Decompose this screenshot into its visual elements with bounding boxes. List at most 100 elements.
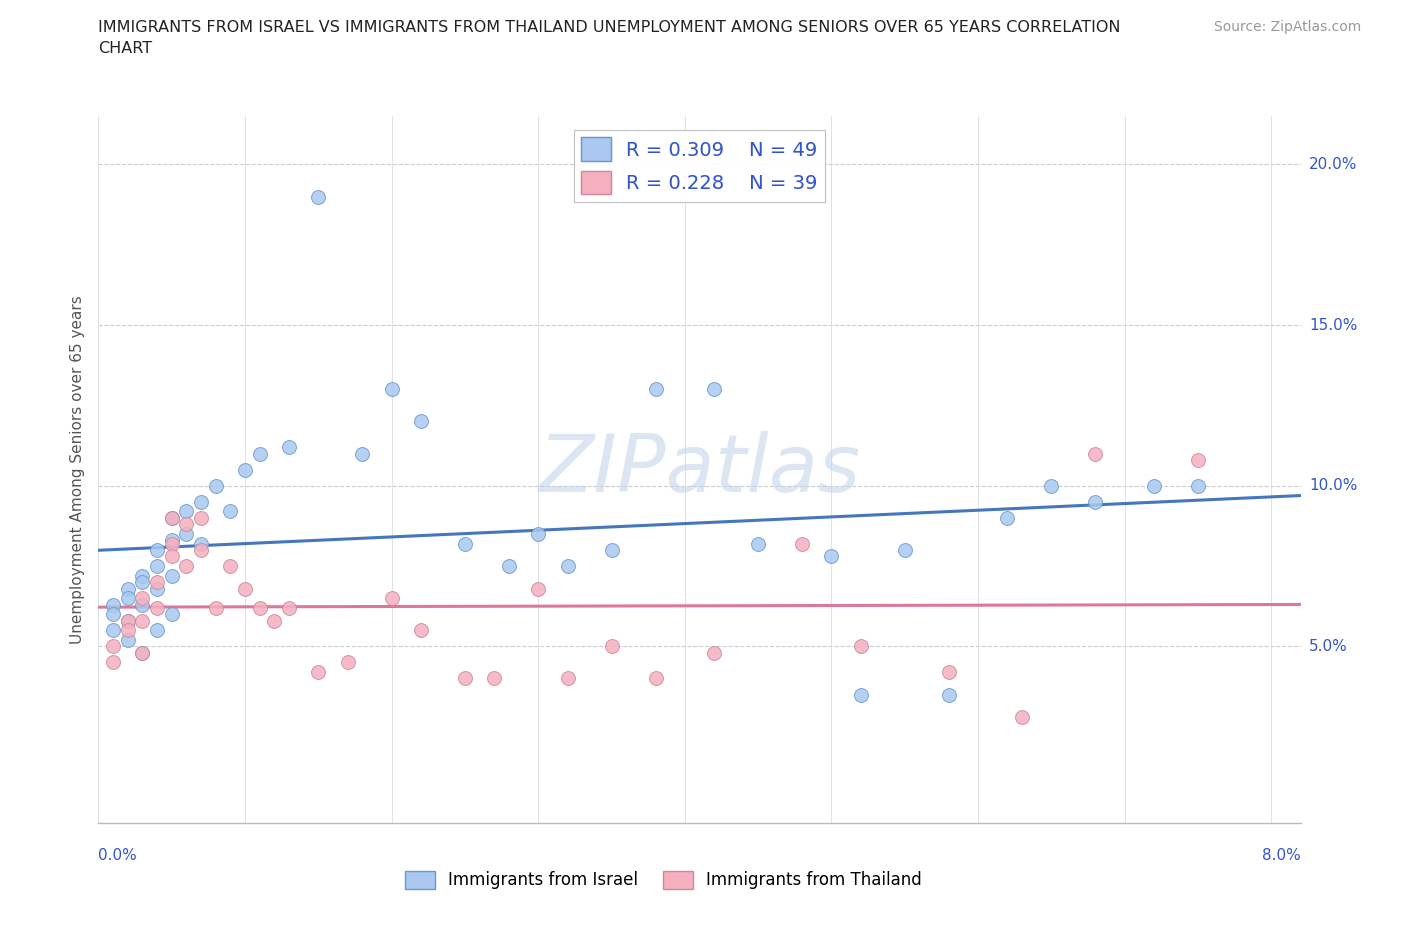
Point bbox=[219, 559, 242, 574]
Point bbox=[703, 382, 725, 397]
Point bbox=[1011, 710, 1033, 724]
Point bbox=[160, 533, 183, 548]
Point bbox=[1084, 446, 1107, 461]
Point bbox=[893, 542, 915, 557]
Point bbox=[278, 601, 301, 616]
Point bbox=[790, 536, 813, 551]
Point bbox=[527, 526, 550, 541]
Point bbox=[307, 189, 329, 204]
Point bbox=[409, 414, 432, 429]
Point bbox=[600, 542, 623, 557]
Point bbox=[117, 591, 139, 605]
Text: 5.0%: 5.0% bbox=[1309, 639, 1347, 654]
Point bbox=[146, 581, 169, 596]
Point bbox=[644, 382, 666, 397]
Text: 20.0%: 20.0% bbox=[1309, 157, 1357, 172]
Point bbox=[190, 542, 212, 557]
Point bbox=[101, 597, 124, 612]
Legend: R = 0.309    N = 49, R = 0.228    N = 39: R = 0.309 N = 49, R = 0.228 N = 39 bbox=[574, 129, 825, 202]
Text: 15.0%: 15.0% bbox=[1309, 317, 1357, 333]
Point bbox=[600, 639, 623, 654]
Point bbox=[117, 613, 139, 628]
Y-axis label: Unemployment Among Seniors over 65 years: Unemployment Among Seniors over 65 years bbox=[70, 296, 86, 644]
Point bbox=[190, 495, 212, 510]
Point bbox=[527, 581, 550, 596]
Point bbox=[249, 446, 271, 461]
Point bbox=[557, 559, 579, 574]
Point bbox=[336, 655, 359, 670]
Point bbox=[484, 671, 506, 686]
Point bbox=[938, 665, 960, 680]
Point bbox=[176, 526, 198, 541]
Point bbox=[131, 575, 153, 590]
Point bbox=[849, 687, 872, 702]
Point bbox=[557, 671, 579, 686]
Point bbox=[190, 511, 212, 525]
Point bbox=[101, 639, 124, 654]
Point bbox=[938, 687, 960, 702]
Point bbox=[131, 591, 153, 605]
Point bbox=[176, 559, 198, 574]
Point bbox=[131, 613, 153, 628]
Point bbox=[160, 511, 183, 525]
Point bbox=[1084, 495, 1107, 510]
Point bbox=[204, 601, 226, 616]
Point bbox=[131, 645, 153, 660]
Point bbox=[160, 511, 183, 525]
Point bbox=[131, 568, 153, 583]
Point bbox=[381, 382, 404, 397]
Text: CHART: CHART bbox=[98, 41, 152, 56]
Point bbox=[131, 597, 153, 612]
Point bbox=[233, 581, 256, 596]
Point bbox=[498, 559, 520, 574]
Point bbox=[176, 517, 198, 532]
Point bbox=[381, 591, 404, 605]
Point bbox=[117, 623, 139, 638]
Point bbox=[995, 511, 1018, 525]
Text: 10.0%: 10.0% bbox=[1309, 478, 1357, 493]
Point bbox=[1143, 478, 1166, 493]
Text: ZIPatlas: ZIPatlas bbox=[538, 431, 860, 509]
Point bbox=[101, 655, 124, 670]
Point bbox=[160, 606, 183, 621]
Point bbox=[1187, 478, 1209, 493]
Point bbox=[454, 671, 477, 686]
Point bbox=[146, 559, 169, 574]
Point bbox=[249, 601, 271, 616]
Point bbox=[233, 462, 256, 477]
Point bbox=[278, 440, 301, 455]
Point bbox=[747, 536, 769, 551]
Point bbox=[117, 581, 139, 596]
Point bbox=[263, 613, 285, 628]
Point bbox=[703, 645, 725, 660]
Point bbox=[307, 665, 329, 680]
Point bbox=[146, 542, 169, 557]
Point bbox=[820, 549, 842, 564]
Point bbox=[131, 645, 153, 660]
Point bbox=[1040, 478, 1063, 493]
Point bbox=[644, 671, 666, 686]
Point bbox=[409, 623, 432, 638]
Point bbox=[117, 613, 139, 628]
Text: Source: ZipAtlas.com: Source: ZipAtlas.com bbox=[1213, 20, 1361, 34]
Point bbox=[849, 639, 872, 654]
Point bbox=[352, 446, 374, 461]
Point bbox=[204, 478, 226, 493]
Point bbox=[160, 536, 183, 551]
Point bbox=[146, 601, 169, 616]
Text: 0.0%: 0.0% bbox=[98, 848, 138, 863]
Point bbox=[454, 536, 477, 551]
Point bbox=[146, 623, 169, 638]
Point bbox=[219, 504, 242, 519]
Text: 8.0%: 8.0% bbox=[1261, 848, 1301, 863]
Point bbox=[160, 568, 183, 583]
Point bbox=[117, 632, 139, 647]
Point bbox=[176, 504, 198, 519]
Point bbox=[101, 606, 124, 621]
Point bbox=[160, 549, 183, 564]
Text: IMMIGRANTS FROM ISRAEL VS IMMIGRANTS FROM THAILAND UNEMPLOYMENT AMONG SENIORS OV: IMMIGRANTS FROM ISRAEL VS IMMIGRANTS FRO… bbox=[98, 20, 1121, 35]
Point bbox=[101, 623, 124, 638]
Point bbox=[190, 536, 212, 551]
Point bbox=[146, 575, 169, 590]
Point bbox=[1187, 453, 1209, 468]
